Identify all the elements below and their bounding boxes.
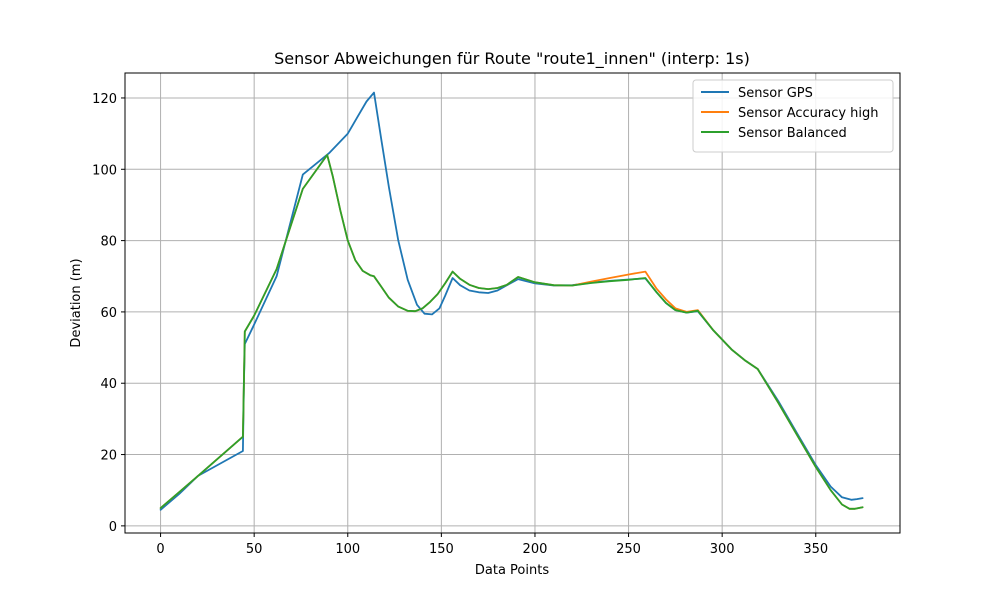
series-line-3 [159, 154, 864, 510]
legend-label: Sensor Balanced [738, 126, 847, 141]
x-tick-label: 300 [710, 542, 735, 557]
chart-title: Sensor Abweichungen für Route "route1_in… [274, 49, 750, 69]
x-tick-label: 100 [335, 542, 360, 557]
x-tick-label: 50 [246, 542, 263, 557]
y-axis-title: Deviation (m) [69, 258, 84, 347]
x-tick-label: 150 [429, 542, 454, 557]
legend-label: Sensor Accuracy high [738, 106, 879, 121]
y-tick-label: 20 [100, 449, 117, 464]
legend: Sensor GPS Sensor Accuracy high Sensor Bal… [692, 79, 894, 153]
y-tick-label: 100 [92, 163, 117, 178]
x-tick-label: 0 [156, 542, 164, 557]
legend-box [692, 79, 894, 153]
legend-label: Sensor GPS [738, 86, 813, 101]
plot-frame [124, 72, 901, 534]
series-layer [159, 91, 864, 511]
y-tick-label: 40 [100, 377, 117, 392]
y-tick-label: 80 [100, 235, 117, 250]
tick-layer: 0 50 100 150 200 250 300 350 0 20 40 60 80 100 120 [92, 92, 828, 557]
x-axis-title: Data Points [475, 563, 549, 578]
x-tick-label: 350 [803, 542, 828, 557]
y-tick-label: 0 [109, 520, 117, 535]
y-tick-label: 120 [92, 92, 117, 107]
y-tick-label: 60 [100, 306, 117, 321]
x-tick-label: 250 [616, 542, 641, 557]
x-tick-label: 200 [523, 542, 548, 557]
